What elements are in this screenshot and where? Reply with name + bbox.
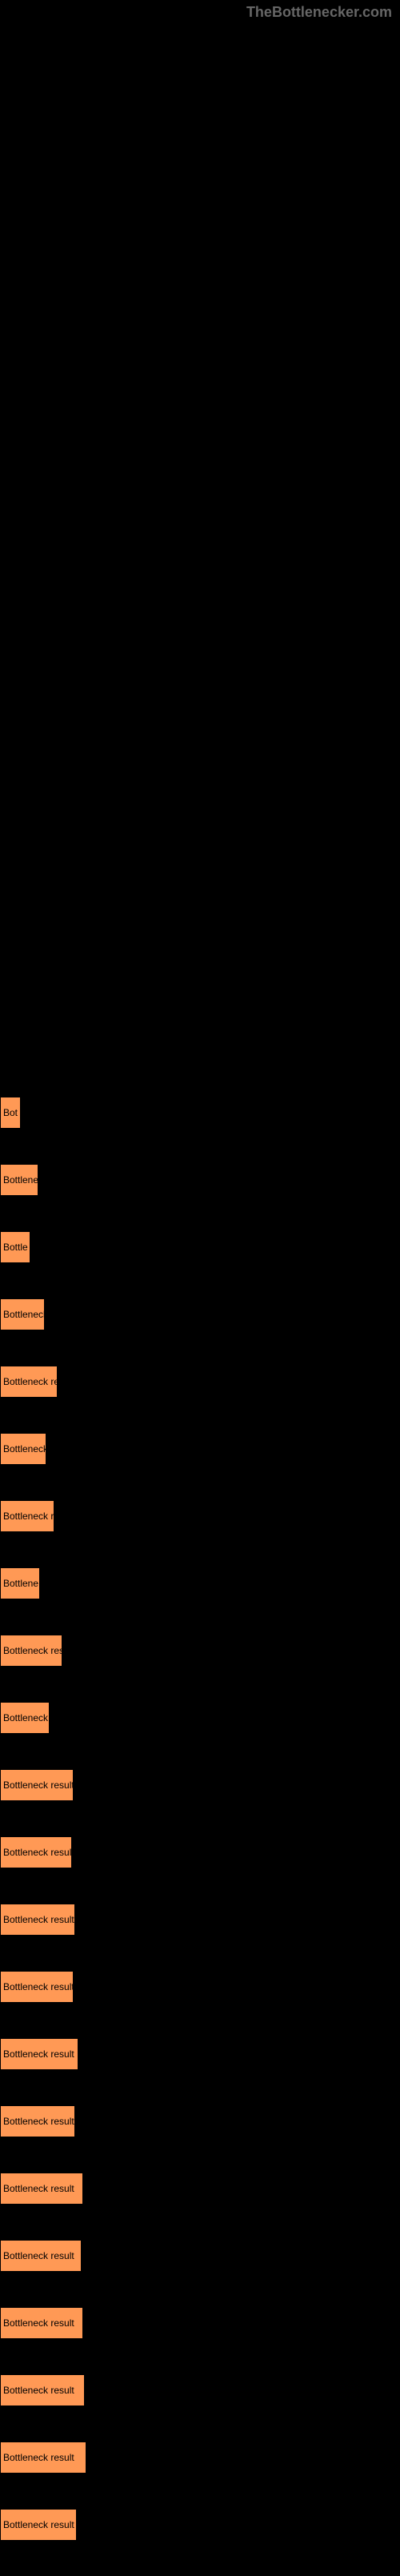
chart-bar: Bot: [0, 1097, 21, 1129]
bar-label: Bottleneck result: [3, 2116, 74, 2127]
bar-row: Bottleneck re: [0, 1366, 400, 1398]
bar-row: Bottleneck result: [0, 1769, 400, 1801]
chart-bar: Bottleneck: [0, 1433, 46, 1465]
chart-bar: Bottleneck: [0, 1298, 45, 1330]
bar-row: Bottleneck result: [0, 2038, 400, 2070]
bar-row: Bottleneck: [0, 1298, 400, 1330]
chart-bar: Bottleneck result: [0, 2374, 85, 2406]
bar-label: Bottleneck result: [3, 2452, 74, 2463]
bar-row: Bottleneck result: [0, 2374, 400, 2406]
bar-row: Bottleneck result: [0, 1904, 400, 1936]
bar-row: Bottleneck res: [0, 1635, 400, 1667]
watermark-text: TheBottlenecker.com: [246, 4, 392, 21]
chart-bar: Bottleneck result: [0, 1769, 74, 1801]
bar-label: Bottleneck result: [3, 1780, 73, 1791]
bar-row: Bottleneck result: [0, 2173, 400, 2205]
bar-row: Bottlene: [0, 1567, 400, 1599]
bar-label: Bottlene: [3, 1174, 38, 1186]
chart-bar: Bottleneck result: [0, 2307, 83, 2339]
chart-bar: Bottleneck r: [0, 1500, 54, 1532]
bar-label: Bottle: [3, 1242, 28, 1253]
bar-row: Bottle: [0, 1231, 400, 1263]
bar-label: Bottleneck re: [3, 1376, 57, 1387]
chart-bar: Bottleneck result: [0, 2105, 75, 2137]
bar-label: Bottleneck result: [3, 1981, 73, 1992]
bar-label: Bottleneck r: [3, 1511, 54, 1522]
bar-label: Bottleneck result: [3, 2250, 74, 2261]
bar-row: Bottleneck: [0, 1702, 400, 1734]
chart-bar: Bottleneck result: [0, 2038, 78, 2070]
bar-row: Bottleneck result: [0, 2307, 400, 2339]
bar-label: Bottleneck result: [3, 2317, 74, 2329]
bar-label: Bottleneck result: [3, 1847, 71, 1858]
chart-bar: Bottleneck result: [0, 2509, 77, 2541]
bar-label: Bottleneck result: [3, 2519, 74, 2530]
chart-bar: Bottleneck result: [0, 2240, 82, 2272]
bar-row: Bottleneck result: [0, 1971, 400, 2003]
chart-bar: Bottleneck result: [0, 1904, 75, 1936]
chart-bar: Bottleneck result: [0, 2173, 83, 2205]
bar-label: Bot: [3, 1107, 18, 1118]
bar-chart: Bot Bottlene Bottle Bottleneck Bottleneck re…: [0, 0, 400, 2541]
bar-label: Bottleneck res: [3, 1645, 62, 1656]
chart-bar: Bottle: [0, 1231, 30, 1263]
chart-bar: Bottlene: [0, 1567, 40, 1599]
chart-bar: Bottleneck result: [0, 1836, 72, 1868]
chart-bar: Bottleneck result: [0, 1971, 74, 2003]
bar-row: Bottleneck result: [0, 2105, 400, 2137]
bar-label: Bottleneck result: [3, 2183, 74, 2194]
bar-row: Bottlene: [0, 1164, 400, 1196]
bar-label: Bottlene: [3, 1578, 38, 1589]
bar-row: Bottleneck: [0, 1433, 400, 1465]
bar-label: Bottleneck result: [3, 1914, 74, 1925]
chart-bar: Bottleneck res: [0, 1635, 62, 1667]
chart-bar: Bottleneck result: [0, 2442, 86, 2474]
bar-row: Bottleneck r: [0, 1500, 400, 1532]
bar-row: Bottleneck result: [0, 2509, 400, 2541]
bar-label: Bottleneck: [3, 1443, 46, 1455]
chart-bar: Bottleneck re: [0, 1366, 58, 1398]
bar-label: Bottleneck: [3, 1309, 44, 1320]
bar-row: Bottleneck result: [0, 2240, 400, 2272]
bar-label: Bottleneck: [3, 1712, 48, 1723]
bar-label: Bottleneck result: [3, 2385, 74, 2396]
bar-row: Bot: [0, 1097, 400, 1129]
bar-row: Bottleneck result: [0, 1836, 400, 1868]
chart-bar: Bottlene: [0, 1164, 38, 1196]
bar-row: Bottleneck result: [0, 2442, 400, 2474]
chart-bar: Bottleneck: [0, 1702, 50, 1734]
bar-label: Bottleneck result: [3, 2048, 74, 2060]
